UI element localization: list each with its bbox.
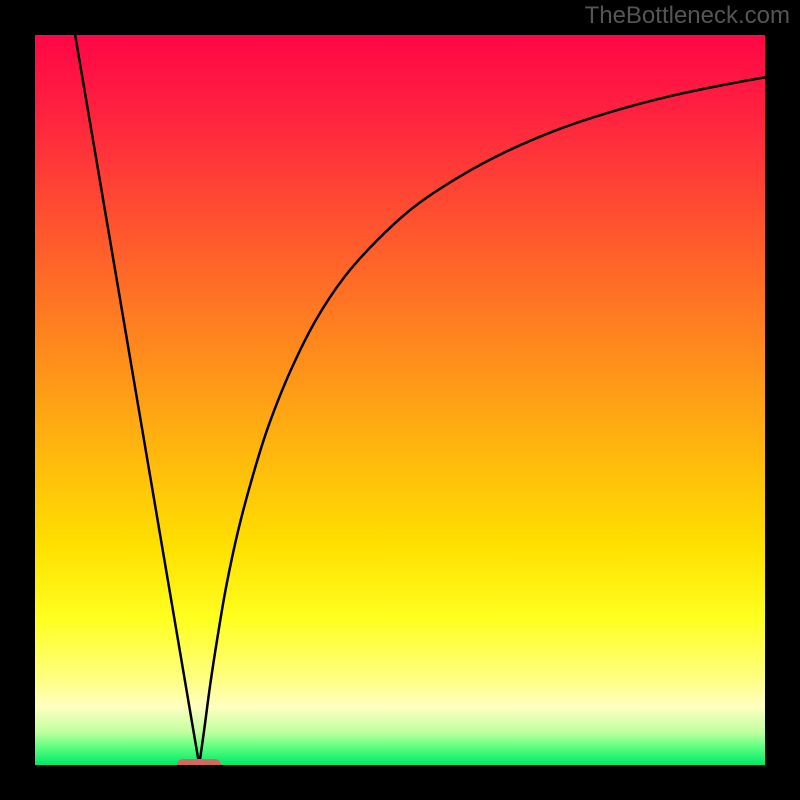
watermark-text: TheBottleneck.com: [585, 2, 790, 30]
optimal-marker: [177, 759, 221, 765]
plot-area: [35, 35, 765, 765]
gradient-background: [35, 35, 765, 765]
